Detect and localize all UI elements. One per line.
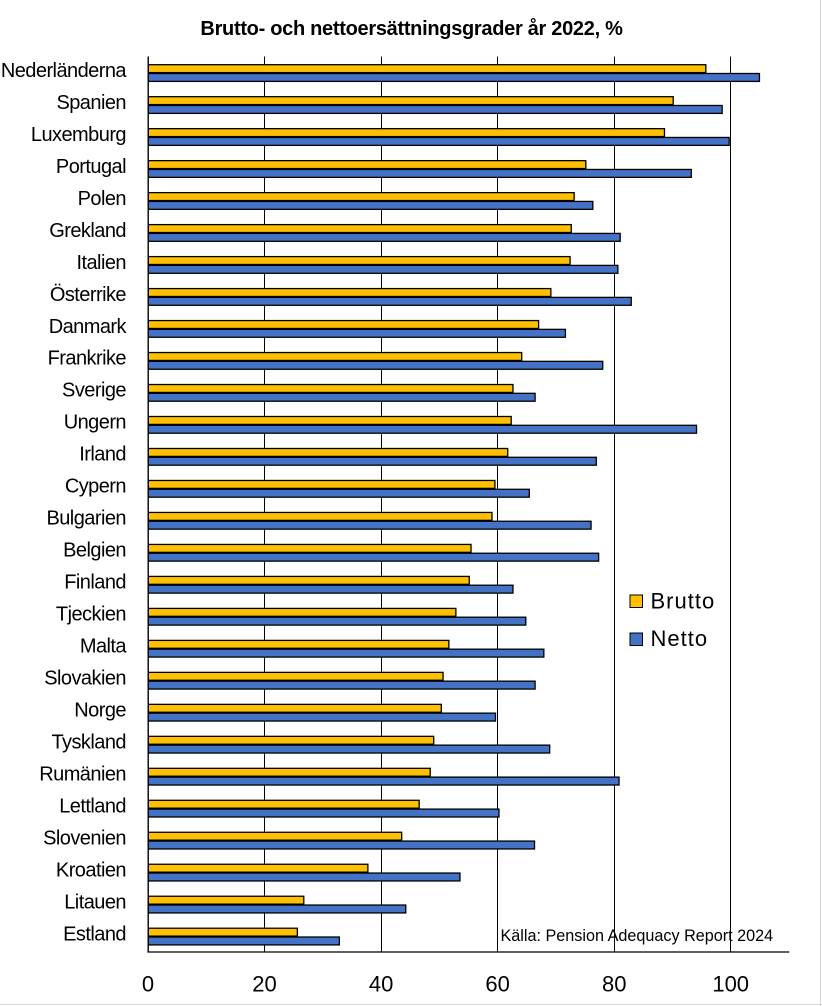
svg-text:80: 80 [602, 972, 626, 997]
svg-text:Österrike: Österrike [50, 284, 127, 306]
svg-text:Frankrike: Frankrike [48, 348, 127, 370]
svg-text:Slovenien: Slovenien [43, 827, 126, 849]
svg-text:Italien: Italien [76, 252, 126, 274]
svg-text:Litauen: Litauen [64, 891, 126, 913]
svg-text:Spanien: Spanien [56, 92, 126, 114]
svg-text:100: 100 [712, 972, 749, 997]
svg-text:Tyskland: Tyskland [51, 732, 126, 754]
svg-text:Lettland: Lettland [59, 795, 126, 817]
svg-text:40: 40 [369, 972, 393, 997]
svg-text:60: 60 [485, 972, 509, 997]
svg-text:Tjeckien: Tjeckien [56, 604, 126, 626]
svg-text:Irland: Irland [79, 444, 126, 466]
svg-text:Cypern: Cypern [65, 476, 126, 498]
svg-text:Ungern: Ungern [64, 412, 126, 434]
svg-text:Kroatien: Kroatien [56, 859, 126, 881]
svg-text:20: 20 [252, 972, 276, 997]
svg-text:Finland: Finland [64, 572, 126, 594]
svg-text:Slovakien: Slovakien [44, 668, 126, 690]
svg-text:Danmark: Danmark [49, 316, 128, 338]
svg-text:Norge: Norge [74, 700, 126, 722]
svg-text:Estland: Estland [63, 923, 126, 945]
svg-text:Portugal: Portugal [56, 156, 126, 178]
svg-text:Grekland: Grekland [49, 220, 126, 242]
svg-text:Luxemburg: Luxemburg [31, 124, 126, 146]
svg-text:Brutto: Brutto [651, 589, 716, 614]
svg-text:Sverige: Sverige [62, 380, 126, 402]
svg-text:Källa: Pension Adequacy Report: Källa: Pension Adequacy Report 2024 [501, 927, 774, 945]
svg-text:Nederländerna: Nederländerna [1, 60, 128, 82]
svg-text:Polen: Polen [78, 188, 126, 210]
svg-text:Rumänien: Rumänien [39, 764, 126, 786]
svg-text:Malta: Malta [80, 636, 128, 658]
svg-text:Bulgarien: Bulgarien [46, 508, 126, 530]
svg-text:Belgien: Belgien [63, 540, 126, 562]
svg-text:0: 0 [142, 972, 154, 997]
svg-text:Netto: Netto [651, 626, 709, 651]
svg-text:Brutto- och nettoersättningsgr: Brutto- och nettoersättningsgrader år 20… [200, 17, 623, 40]
